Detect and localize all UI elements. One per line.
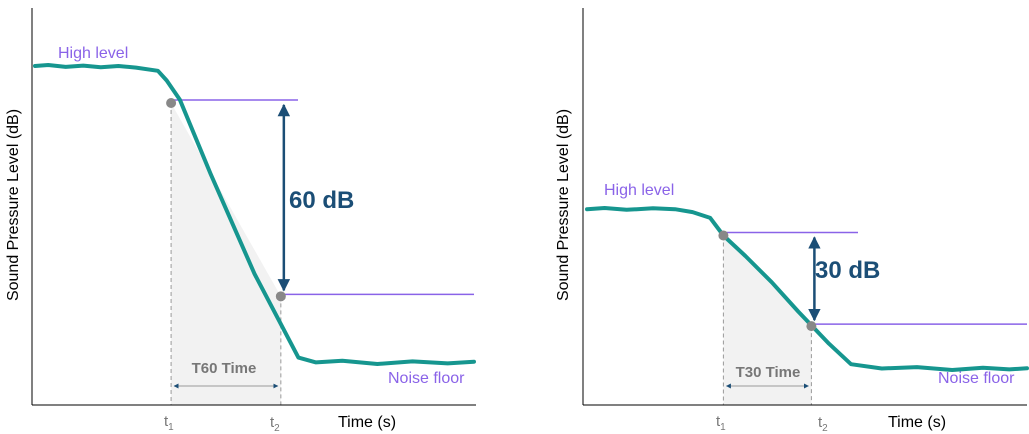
x-axis-title: Time (s) — [338, 414, 396, 431]
y-axis-title: Sound Pressure Level (dB) — [555, 109, 572, 301]
high-level-label: High level — [604, 182, 674, 199]
t1-point — [166, 98, 177, 109]
chart-t60: Sound Pressure Level (dB) Time (s) High … — [5, 8, 476, 434]
t2-point — [275, 291, 286, 302]
tick-t1: t1 — [716, 413, 726, 433]
decay-shade — [723, 235, 812, 405]
tick-t1: t1 — [164, 413, 174, 433]
decay-curve — [585, 206, 1029, 372]
tick-t2: t2 — [270, 414, 280, 434]
x-axis-title: Time (s) — [888, 414, 946, 431]
high-level-label: High level — [58, 45, 128, 62]
chart-t30: Sound Pressure Level (dB) Time (s) High … — [555, 8, 1029, 434]
t2-point — [806, 321, 817, 332]
y-axis-title: Sound Pressure Level (dB) — [5, 109, 22, 301]
decay-db-label: 60 dB — [289, 187, 354, 214]
tick-t2: t2 — [818, 414, 828, 434]
noise-floor-label: Noise floor — [938, 370, 1015, 387]
t1-point — [718, 230, 729, 241]
decay-db-label: 30 dB — [815, 257, 880, 284]
decay-curve — [33, 63, 476, 366]
noise-floor-label: Noise floor — [388, 370, 465, 387]
time-span-label: T30 Time — [736, 364, 801, 381]
decay-shade — [171, 103, 281, 405]
time-span-label: T60 Time — [192, 360, 257, 377]
